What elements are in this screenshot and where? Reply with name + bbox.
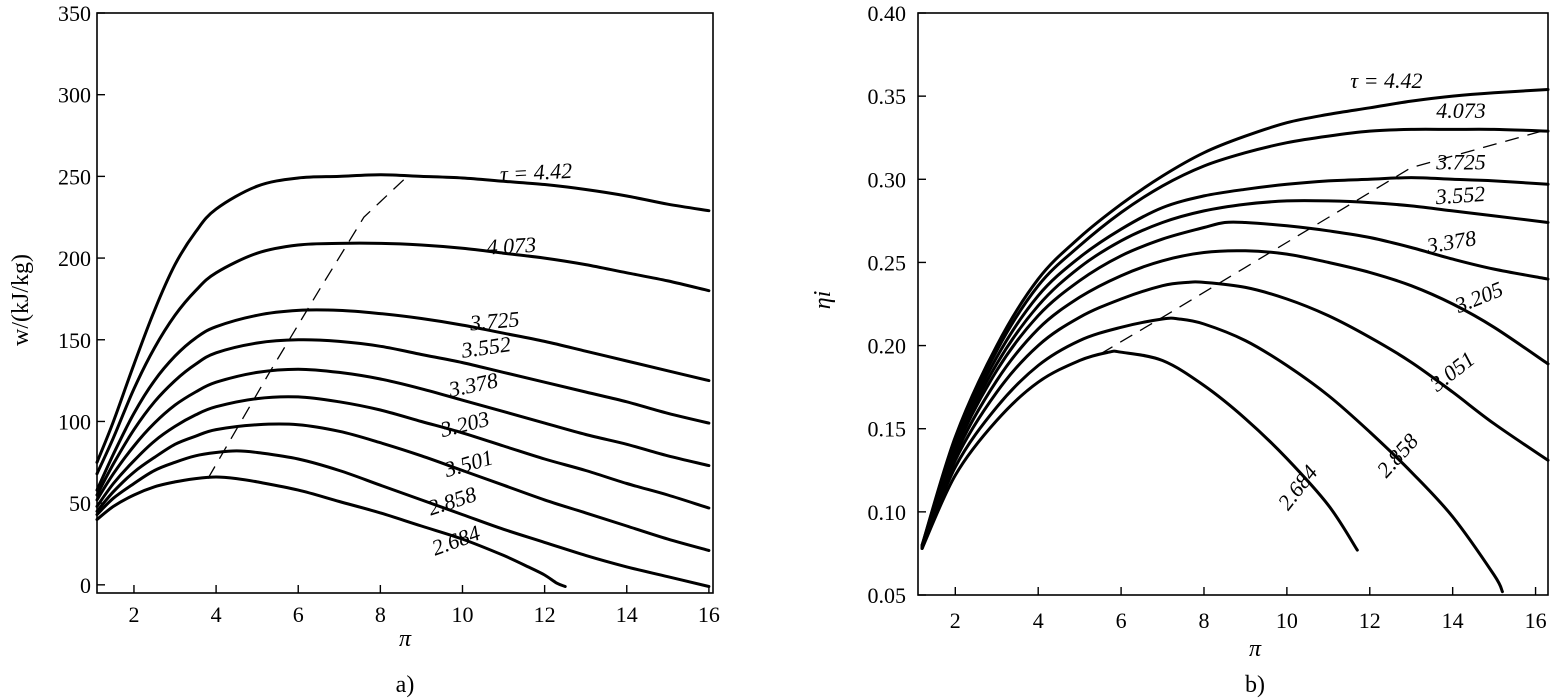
y-tick-label: 0.05 (868, 583, 907, 608)
y-tick-label: 0.20 (868, 334, 907, 359)
series-line (95, 173, 711, 464)
series-line (920, 249, 1550, 550)
series-label: 3.725 (1435, 149, 1486, 174)
series-label: 2.858 (1372, 429, 1424, 483)
x-tick-label: 6 (293, 602, 304, 627)
panel-a-work-chart: 2 4 6 8 10 12 14 16 0 50 100 150 200 250 300 350 τ = 4.… (8, 1, 720, 698)
series-label: 3.203 (437, 406, 492, 442)
series-label: 2.684 (428, 520, 483, 560)
series-line (920, 176, 1550, 549)
panel-a-plot-frame (96, 12, 714, 594)
x-tick-label: 10 (1276, 608, 1298, 633)
x-tick-label: 4 (211, 602, 222, 627)
series-line (920, 349, 1359, 552)
y-tick-label: 0.25 (868, 250, 907, 275)
panel-b-curve-labels: τ = 4.42 4.073 3.725 3.552 3.378 3.205 3.0512.… (1272, 68, 1506, 515)
series-line (95, 338, 711, 497)
series-line (920, 199, 1550, 549)
series-line (920, 88, 1550, 547)
y-tick-label: 100 (58, 409, 91, 434)
panel-b-y-axis-label: ηi (810, 291, 836, 310)
panel-a-x-axis-label: π (399, 626, 412, 652)
y-tick-label: 0 (80, 573, 91, 598)
x-tick-label: 4 (1033, 608, 1044, 633)
x-tick-label: 8 (375, 602, 386, 627)
panel-a-curves (95, 173, 711, 588)
optimum-dashed-line (207, 174, 410, 479)
panel-b-efficiency-chart: 2 4 6 8 10 12 14 16 0.05 0.10 0.15 0.20 0.25 0.30 0.35… (810, 1, 1550, 698)
y-tick-label: 200 (58, 246, 91, 271)
series-line (920, 127, 1550, 547)
series-label: τ = 4.42 (499, 158, 572, 187)
y-tick-label: 150 (58, 328, 91, 353)
x-tick-label: 6 (1116, 608, 1127, 633)
x-tick-label: 14 (1442, 608, 1464, 633)
y-tick-label: 0.30 (868, 167, 907, 192)
x-tick-label: 14 (616, 602, 638, 627)
series-line (95, 308, 711, 492)
x-tick-label: 2 (950, 608, 961, 633)
panel-b-curves (920, 88, 1550, 594)
x-tick-label: 10 (451, 602, 473, 627)
series-label: 3.378 (445, 367, 500, 402)
series-label: 3.725 (468, 306, 520, 335)
series-label: 3.552 (459, 331, 512, 363)
series-line (95, 241, 711, 476)
panel-a-ticks: 2 4 6 8 10 12 14 16 0 50 100 150 200 250 300 350 (58, 1, 720, 627)
y-tick-label: 50 (69, 491, 91, 516)
y-tick-label: 0.35 (868, 84, 907, 109)
x-tick-label: 12 (534, 602, 556, 627)
series-label: 4.073 (1436, 98, 1486, 123)
series-label: 3.552 (1434, 181, 1486, 209)
x-tick-label: 2 (128, 602, 139, 627)
panel-b-ticks: 2 4 6 8 10 12 14 16 0.05 0.10 0.15 0.20 0.25 0.30 0.35… (868, 1, 1547, 633)
series-line (920, 280, 1550, 550)
y-tick-label: 0.10 (868, 500, 907, 525)
x-tick-label: 16 (1525, 608, 1547, 633)
y-tick-label: 0.15 (868, 417, 907, 442)
y-tick-label: 250 (58, 164, 91, 189)
series-line (920, 316, 1504, 594)
series-line (95, 449, 711, 588)
series-label: 3.205 (1450, 276, 1506, 318)
panel-b-x-axis-label: π (1249, 636, 1262, 662)
y-tick-label: 350 (58, 1, 91, 26)
series-label: 2.858 (425, 481, 480, 520)
panel-a-y-axis-label: w/(kJ/kg) (8, 254, 34, 346)
y-tick-label: 300 (58, 83, 91, 108)
series-label: 4.073 (486, 232, 537, 260)
series-line (95, 422, 711, 552)
panel-b-plot-frame (917, 12, 1549, 596)
panel-a-label: a) (396, 672, 415, 698)
y-tick-label: 0.40 (868, 1, 907, 26)
panel-b-label: b) (1245, 672, 1265, 698)
series-label: 3.051 (1424, 346, 1479, 397)
optimum-dashed-line (1100, 128, 1549, 355)
series-line (920, 220, 1550, 549)
series-line (95, 475, 567, 588)
series-label: 3.501 (440, 444, 495, 482)
series-line (95, 395, 711, 510)
x-tick-label: 16 (698, 602, 720, 627)
x-tick-label: 12 (1359, 608, 1381, 633)
x-tick-label: 8 (1198, 608, 1209, 633)
series-label: τ = 4.42 (1350, 68, 1422, 93)
series-line (95, 367, 711, 502)
series-label: 3.378 (1424, 225, 1478, 258)
